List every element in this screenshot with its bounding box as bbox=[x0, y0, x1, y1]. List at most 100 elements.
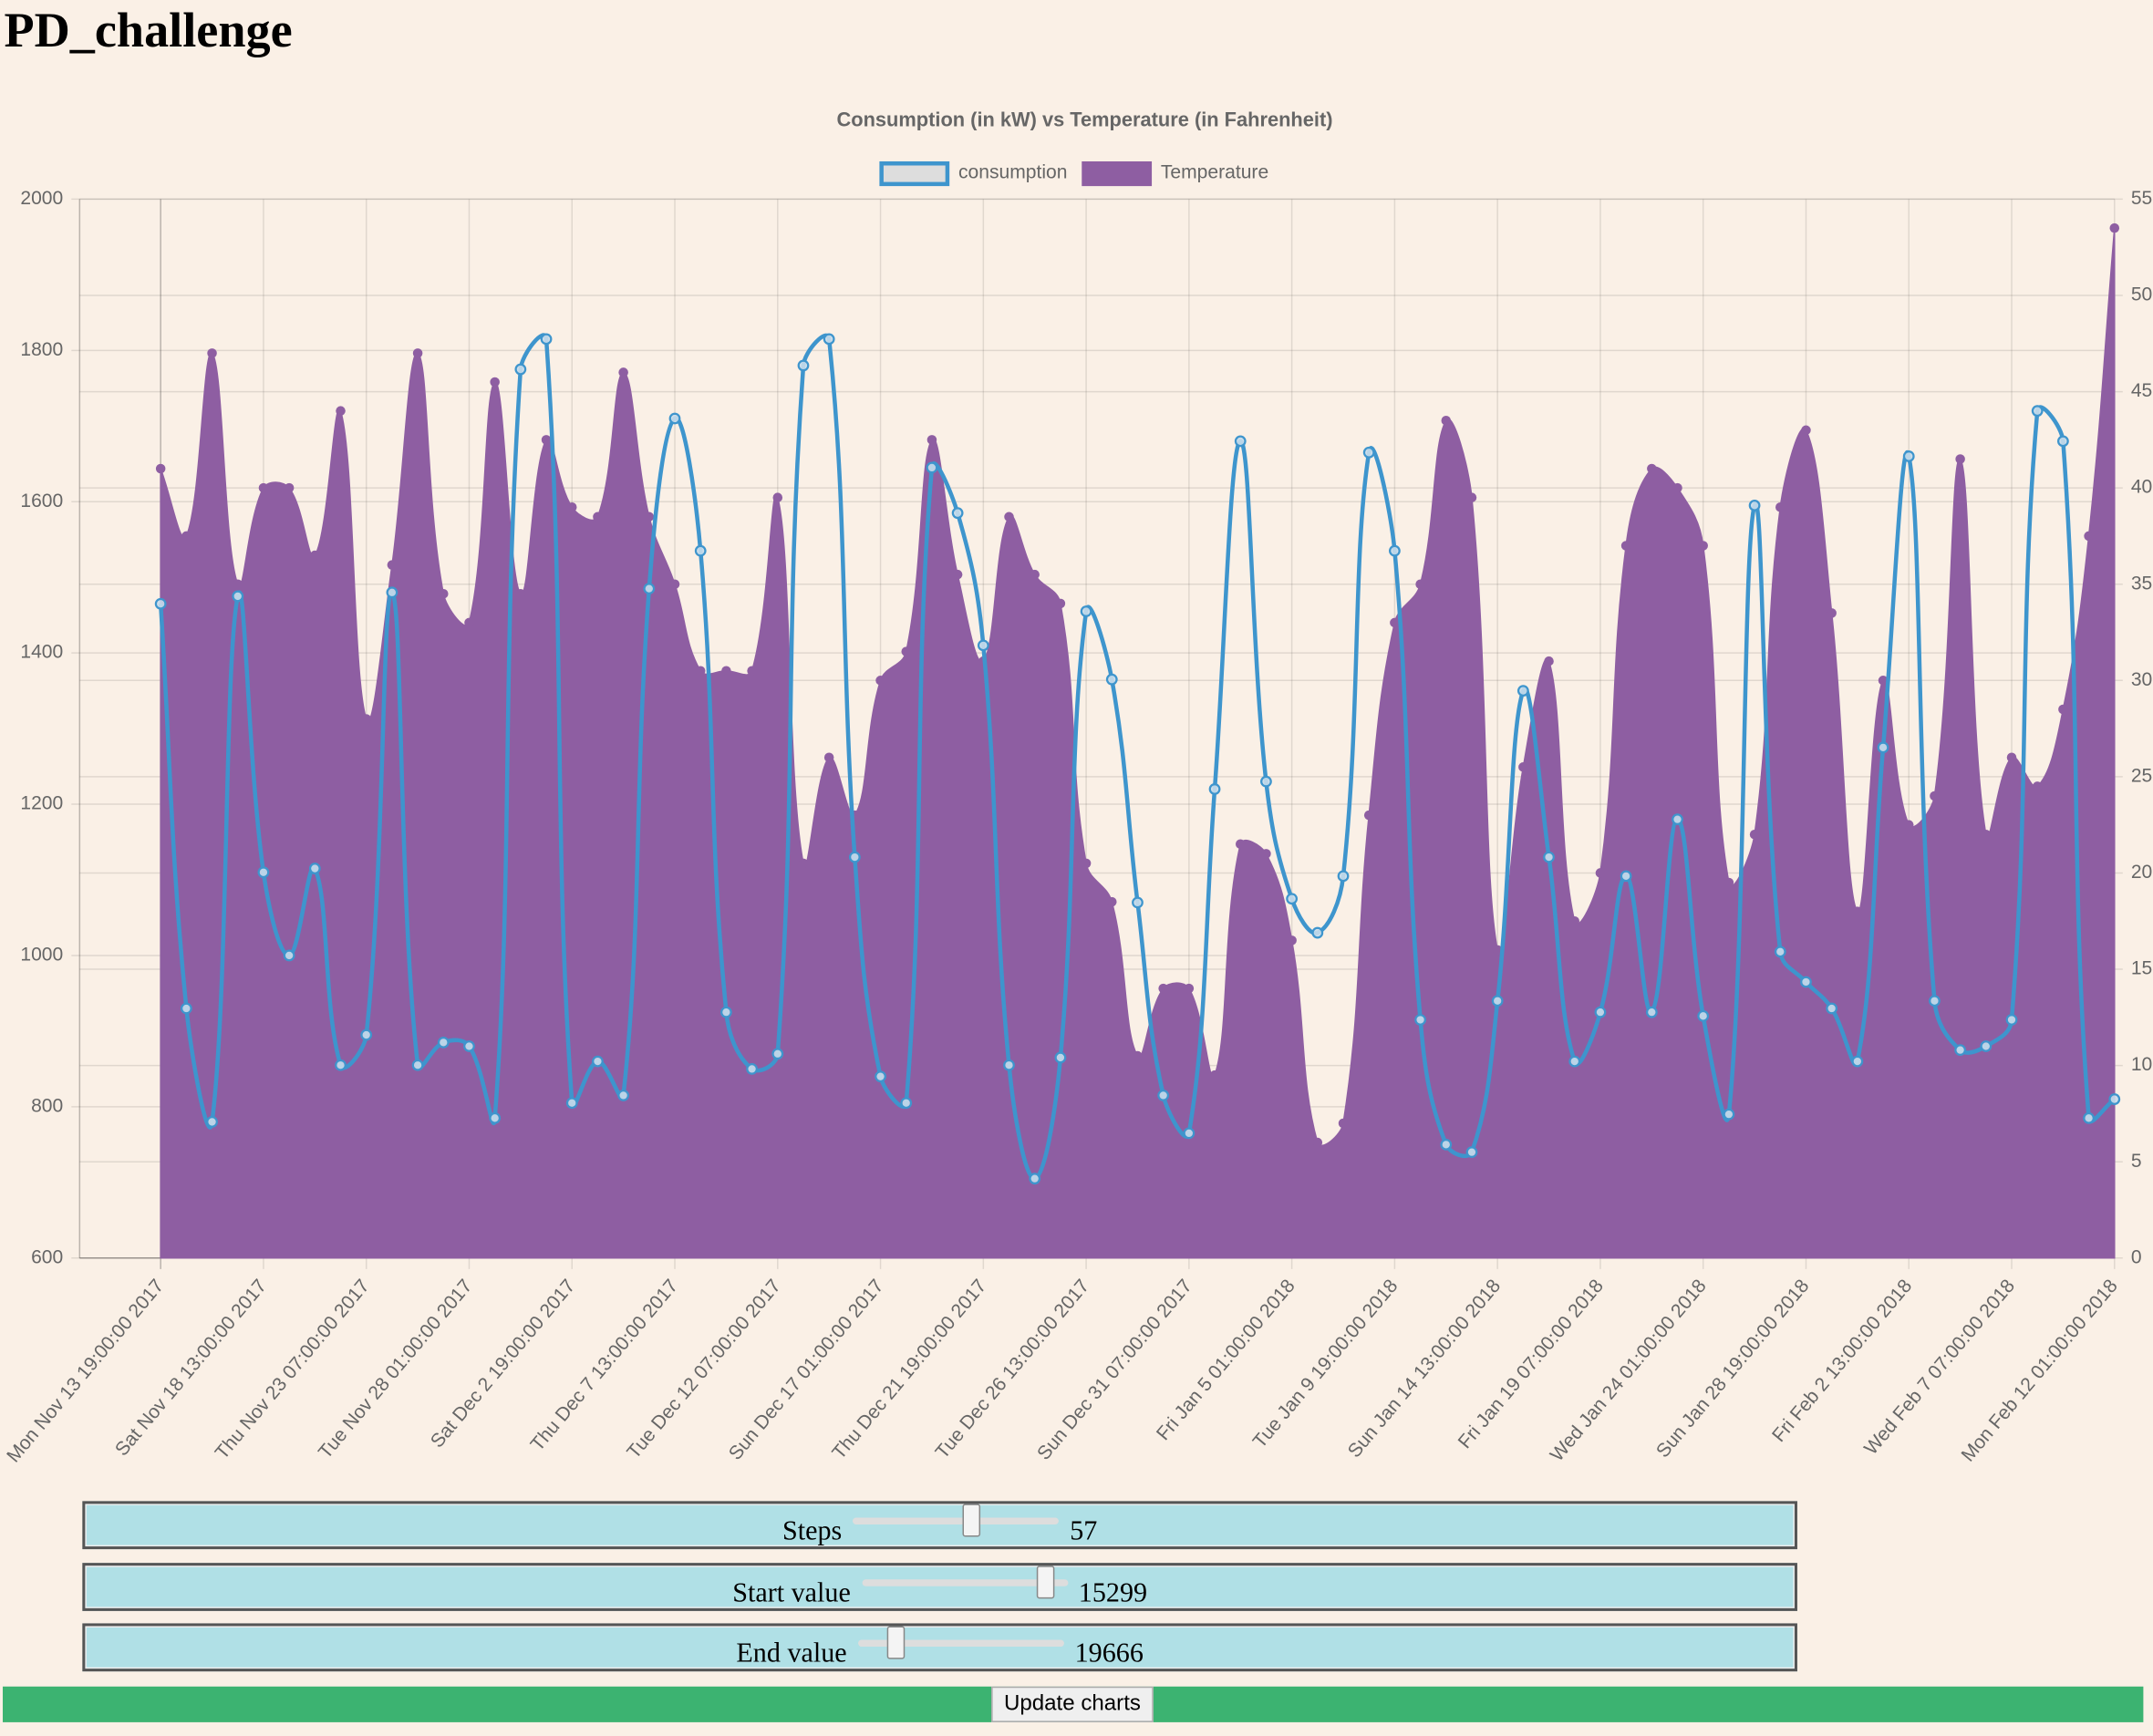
y-tick-label: 800 bbox=[31, 1095, 63, 1116]
y2-tick-label: 25 bbox=[2131, 765, 2152, 786]
point bbox=[1955, 454, 1965, 464]
point bbox=[412, 348, 423, 358]
point bbox=[283, 949, 295, 962]
point bbox=[1827, 608, 1837, 618]
point bbox=[1647, 463, 1657, 474]
point bbox=[1260, 775, 1272, 788]
point bbox=[1645, 1006, 1658, 1018]
point bbox=[1107, 896, 1117, 907]
point bbox=[207, 348, 217, 358]
slider-thumb[interactable] bbox=[886, 1626, 905, 1659]
point bbox=[926, 461, 938, 474]
area bbox=[160, 228, 2116, 1259]
point bbox=[1055, 598, 1066, 609]
point bbox=[1594, 1006, 1607, 1018]
point bbox=[1133, 1050, 1143, 1061]
point bbox=[464, 617, 474, 628]
point bbox=[875, 676, 885, 686]
point bbox=[1569, 915, 1580, 926]
control-value: 57 bbox=[1070, 1515, 1098, 1547]
slider[interactable] bbox=[853, 1504, 1060, 1537]
point bbox=[746, 1062, 758, 1075]
point bbox=[1004, 512, 1014, 522]
point bbox=[540, 333, 553, 346]
point bbox=[669, 579, 680, 589]
point bbox=[593, 512, 603, 522]
point bbox=[1312, 1137, 1323, 1148]
point bbox=[1029, 1173, 1041, 1185]
point bbox=[771, 1048, 784, 1060]
point bbox=[848, 851, 861, 863]
point bbox=[1081, 858, 1092, 869]
point bbox=[308, 863, 321, 874]
y2-tick-label: 55 bbox=[2131, 188, 2152, 209]
point bbox=[1800, 976, 1812, 988]
point bbox=[2108, 1093, 2121, 1105]
slider[interactable] bbox=[857, 1626, 1064, 1659]
point bbox=[592, 1055, 604, 1068]
point bbox=[2031, 405, 2044, 418]
point bbox=[1158, 983, 1168, 994]
update-button[interactable]: Update charts bbox=[991, 1686, 1154, 1722]
point bbox=[1620, 541, 1631, 551]
point bbox=[1157, 1090, 1170, 1101]
y-tick-label: 1800 bbox=[20, 339, 63, 360]
chart-title: Consumption (in kW) vs Temperature (in F… bbox=[836, 108, 1332, 130]
point bbox=[1286, 893, 1299, 905]
y2-tick-label: 40 bbox=[2131, 477, 2152, 498]
point bbox=[1287, 935, 1297, 946]
y-tick-label: 1600 bbox=[20, 491, 63, 512]
point bbox=[1801, 425, 1811, 436]
point bbox=[1877, 741, 1889, 754]
point bbox=[798, 858, 809, 869]
point bbox=[1491, 995, 1504, 1008]
y-tick-label: 1400 bbox=[20, 642, 63, 663]
point bbox=[439, 589, 449, 599]
point bbox=[721, 666, 731, 677]
control-value: 19666 bbox=[1074, 1638, 1144, 1669]
point bbox=[361, 714, 371, 724]
legend-swatch bbox=[879, 160, 950, 187]
point bbox=[1030, 569, 1040, 580]
slider[interactable] bbox=[861, 1566, 1068, 1599]
point bbox=[1363, 810, 1374, 821]
point bbox=[1749, 829, 1760, 840]
point bbox=[668, 412, 681, 425]
point bbox=[2084, 531, 2094, 542]
button-bar: Update charts bbox=[3, 1686, 2144, 1722]
y-tick-label: 2000 bbox=[20, 188, 63, 209]
point bbox=[1415, 579, 1425, 589]
point bbox=[875, 1070, 886, 1083]
y-tick-label: 1200 bbox=[20, 793, 63, 814]
point bbox=[1903, 820, 1914, 830]
control-label: Steps bbox=[781, 1515, 843, 1547]
point bbox=[360, 1028, 373, 1041]
point bbox=[1851, 1055, 1864, 1068]
point bbox=[258, 482, 269, 493]
y2-tick-label: 20 bbox=[2131, 862, 2152, 883]
point bbox=[2058, 704, 2068, 715]
point bbox=[951, 507, 964, 520]
slider-thumb[interactable] bbox=[962, 1504, 981, 1537]
point bbox=[1672, 813, 1683, 826]
point bbox=[1183, 1127, 1196, 1140]
point bbox=[1595, 868, 1606, 878]
point bbox=[977, 639, 989, 652]
point bbox=[386, 586, 399, 599]
y2-tick-label: 0 bbox=[2131, 1246, 2142, 1267]
point bbox=[1362, 446, 1375, 459]
point bbox=[180, 1002, 192, 1015]
point bbox=[618, 367, 628, 377]
point bbox=[719, 1006, 732, 1018]
point bbox=[1929, 995, 1941, 1008]
point bbox=[901, 646, 912, 656]
steps-control: Steps 57 bbox=[82, 1501, 1797, 1550]
point bbox=[823, 752, 834, 763]
point bbox=[1672, 482, 1682, 493]
legend-label: consumption bbox=[958, 161, 1067, 182]
slider-thumb[interactable] bbox=[1036, 1566, 1054, 1599]
point bbox=[1723, 877, 1734, 888]
point bbox=[1492, 945, 1503, 956]
point bbox=[1980, 1040, 1993, 1052]
